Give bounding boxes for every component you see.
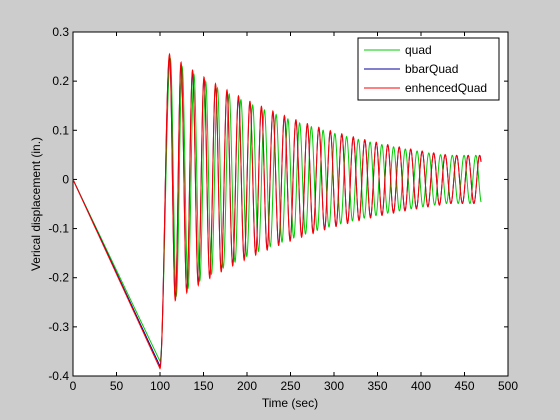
y-tick-label: 0.1 xyxy=(52,123,69,137)
y-tick-label: -0.3 xyxy=(48,320,69,334)
x-axis-label: Time (sec) xyxy=(262,396,318,410)
x-tick-label: 100 xyxy=(150,379,170,393)
y-tick-label: -0.4 xyxy=(48,369,69,383)
y-tick-labels: -0.4 -0.3 -0.2 -0.1 0 0.1 0.2 0.3 xyxy=(48,25,69,383)
y-tick-label: -0.2 xyxy=(48,271,69,285)
x-tick-label: 50 xyxy=(110,379,124,393)
y-tick-label: 0.2 xyxy=(52,74,69,88)
x-tick-label: 200 xyxy=(237,379,257,393)
legend-label-enhencedQuad: enhencedQuad xyxy=(405,81,487,95)
x-tick-labels: 0 50 100 150 200 250 300 350 400 450 500 xyxy=(70,379,519,393)
series-lines xyxy=(72,52,482,370)
x-tick-label: 300 xyxy=(324,379,344,393)
legend-label-bbarQuad: bbarQuad xyxy=(405,62,458,76)
legend-label-quad: quad xyxy=(405,43,432,57)
series-line-enhencedQuad xyxy=(72,52,482,370)
y-tick-label: 0 xyxy=(62,172,69,186)
legend: quad bbarQuad enhencedQuad xyxy=(357,37,500,101)
y-tick-label: -0.1 xyxy=(48,222,69,236)
x-tick-label: 500 xyxy=(498,379,518,393)
x-tick-label: 0 xyxy=(70,379,77,393)
x-tick-label: 250 xyxy=(280,379,300,393)
series-line-quad xyxy=(72,57,482,363)
y-axis-label: Verical displacement (in.) xyxy=(29,137,43,271)
legend-entries: quad bbarQuad enhencedQuad xyxy=(364,43,487,95)
y-tick-label: 0.3 xyxy=(52,25,69,39)
x-tick-label: 450 xyxy=(454,379,474,393)
x-tick-label: 350 xyxy=(367,379,387,393)
x-tick-label: 400 xyxy=(411,379,431,393)
axis-ticks xyxy=(72,31,509,377)
x-tick-label: 150 xyxy=(193,379,213,393)
